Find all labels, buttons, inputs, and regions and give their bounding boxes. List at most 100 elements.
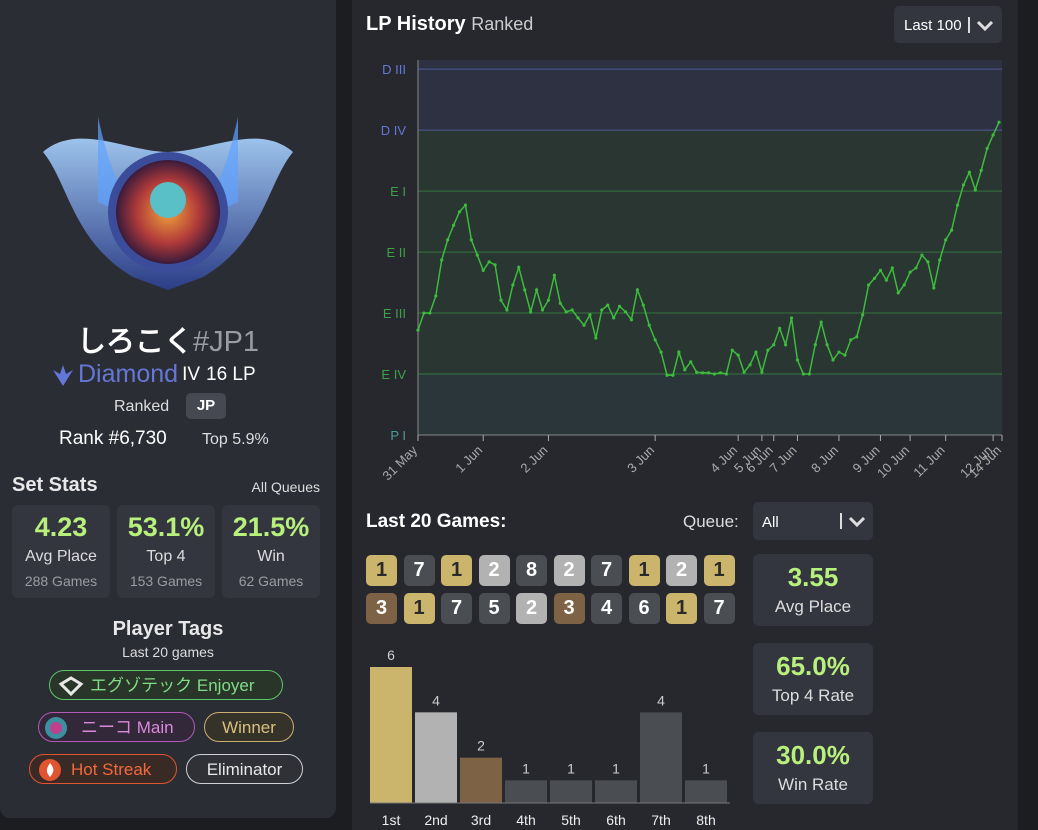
lp-point [511, 283, 515, 287]
y-tick-label: D IV [381, 123, 407, 138]
lp-chart: P I E IV E III E II E I D IV D III 31 May 1 Jun 2… [379, 60, 1004, 483]
summary-label: Win Rate [778, 775, 848, 794]
tag-pill[interactable]: ニーコ Main [38, 712, 195, 742]
lp-point [742, 370, 746, 374]
tag-pill[interactable]: Eliminator [186, 754, 303, 784]
lp-point [558, 301, 562, 305]
placement-tile: 7 [703, 593, 735, 624]
lp-point [576, 316, 580, 320]
chart-subtitle: Ranked [471, 14, 534, 34]
lp-point [641, 303, 645, 307]
x-tick-label: 3 Jun [624, 443, 657, 476]
lp-point [683, 368, 687, 372]
placement-tile: 7 [591, 555, 622, 586]
lp-point [671, 373, 675, 377]
lp-point [831, 358, 835, 362]
stats-panel [352, 0, 1018, 830]
bar [640, 712, 682, 803]
stat-label: Top 4 [146, 548, 186, 565]
placement-tile: 2 [516, 593, 547, 624]
y-tick-label: E I [390, 184, 406, 199]
lp-point [813, 343, 817, 347]
queue: Ranked [114, 398, 170, 415]
tag-pill[interactable]: エグゾテック Enjoyer [49, 670, 283, 700]
x-tick-label: 5th [561, 812, 580, 828]
lp-point [446, 238, 450, 242]
lp-point [944, 238, 948, 242]
lp-point [534, 288, 539, 292]
x-tick-label: 10 Jun [874, 443, 912, 481]
lp-point [801, 372, 805, 376]
lp-point [766, 348, 770, 352]
placement-tile: 3 [553, 593, 585, 624]
tier-band [418, 69, 1002, 131]
lp-point [837, 350, 841, 354]
lp-point [783, 343, 788, 347]
lp-point [440, 258, 444, 262]
dropdown-arrow [840, 513, 866, 529]
x-tick-label: 1st [382, 812, 401, 828]
lp-point [617, 304, 622, 308]
x-tick-label: 2 Jun [517, 443, 550, 476]
lp-point [428, 311, 432, 315]
y-tick-label: P I [390, 428, 406, 443]
section-title: Last 20 Games: [366, 511, 507, 532]
placement-tile: 7 [441, 593, 472, 624]
bar-value-label: 1 [612, 760, 620, 776]
section-title: Player Tags [112, 618, 224, 640]
lp-point [623, 310, 628, 314]
lp-point [772, 343, 776, 347]
lp-point [789, 316, 794, 320]
placement-tile: 4 [591, 593, 622, 624]
lp-point [902, 283, 906, 287]
lp-point [588, 313, 592, 317]
chart-title: LP History [366, 13, 466, 35]
lp-point [973, 188, 977, 192]
placement-tile: 2 [553, 555, 585, 586]
placement-tile: 1 [703, 555, 735, 586]
lp-point [938, 258, 942, 262]
tier-band [418, 191, 1002, 253]
subtitle: Last 20 games [122, 644, 214, 660]
lp-point [612, 316, 616, 320]
lp-point [481, 268, 485, 272]
lp-point [914, 266, 918, 270]
lp-point [950, 228, 954, 232]
placement-tile: 8 [516, 555, 547, 586]
bar [415, 712, 457, 803]
filter[interactable]: All Queues [251, 479, 320, 495]
tier-band [418, 252, 1002, 314]
lp-point [416, 328, 420, 332]
lp-point [451, 223, 456, 227]
lp-point [730, 348, 734, 352]
lp-header: LP History Ranked [366, 13, 533, 36]
lp-point [540, 308, 545, 312]
placement-tile: 2 [666, 555, 697, 586]
stat-value: 53.1% [127, 512, 205, 542]
tier-band [418, 313, 1002, 375]
lp-point [499, 298, 503, 302]
bar [595, 780, 637, 803]
lp-point [932, 286, 936, 290]
stat-games: 62 Games [238, 573, 304, 589]
lp-point [475, 253, 479, 257]
bar-value-label: 1 [702, 760, 710, 776]
lp-point [754, 350, 758, 354]
lp-point [523, 288, 527, 292]
summary-value: 30.0% [776, 740, 850, 770]
lp-point [469, 238, 473, 242]
lp-point [855, 335, 859, 339]
lp-point [884, 278, 888, 282]
range-select[interactable] [894, 6, 1002, 43]
lp-point [629, 318, 634, 322]
tag-pill[interactable]: Winner [204, 712, 294, 742]
bar [370, 667, 412, 803]
bar-value-label: 1 [567, 760, 575, 776]
x-tick-label: 3rd [471, 812, 491, 828]
x-tick-label: 11 Jun [910, 443, 948, 481]
lp-point [760, 370, 764, 374]
lp-point [843, 353, 847, 357]
division: IV [182, 363, 201, 385]
lp-point [552, 273, 556, 277]
lp-point [700, 371, 705, 375]
